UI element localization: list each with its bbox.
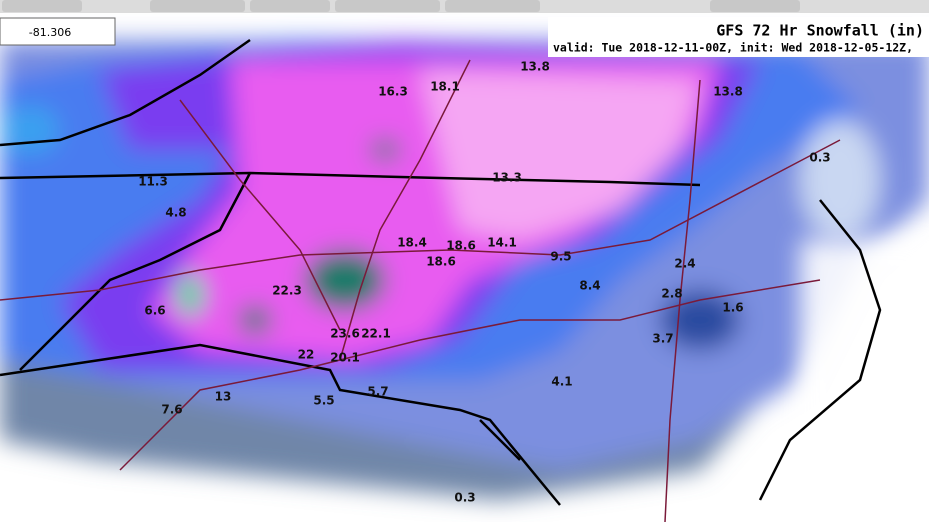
snowfall-label: 18.6 xyxy=(446,239,476,253)
snowfall-label: 2.4 xyxy=(674,257,695,271)
tab[interactable] xyxy=(150,0,245,12)
roads xyxy=(0,59,841,522)
snowfall-label: 9.5 xyxy=(550,250,571,264)
title-box xyxy=(548,17,929,57)
tab[interactable] xyxy=(710,0,800,12)
snowfall-label: 22 xyxy=(298,348,315,362)
snowfall-label: 3.7 xyxy=(652,332,673,346)
tab[interactable] xyxy=(335,0,440,12)
snowfall-label: 18.1 xyxy=(430,80,460,94)
snowfall-label: 8.4 xyxy=(579,279,600,293)
snowfall-label: 13.8 xyxy=(520,60,550,74)
snowfall-label: 23.6 xyxy=(330,327,360,341)
snowfall-label: 22.1 xyxy=(361,327,391,341)
snowfall-label: 13.3 xyxy=(492,171,522,185)
tab[interactable] xyxy=(250,0,330,12)
snowfall-label: 0.3 xyxy=(809,151,830,165)
snowfall-label: 18.4 xyxy=(397,236,427,250)
labels: 13.8 16.3 18.1 13.8 0.3 13.3 11.3 4.8 18.4 18.6 14… xyxy=(138,60,830,505)
snowfall-label: 18.6 xyxy=(426,255,456,269)
snowfall-label: 4.8 xyxy=(165,206,186,220)
snowfall-label: 7.6 xyxy=(161,403,182,417)
coordinate-box xyxy=(0,17,116,46)
snowfall-label: 16.3 xyxy=(378,85,408,99)
tab[interactable] xyxy=(445,0,540,12)
snowfall-label: 22.3 xyxy=(272,284,302,298)
toolbar xyxy=(0,0,929,13)
snowfall-label: 6.6 xyxy=(144,304,165,318)
snowfall-label: 11.3 xyxy=(138,175,168,189)
snowfall-label: 1.6 xyxy=(722,301,743,315)
snowfall-label: 5.7 xyxy=(367,385,388,399)
snowfall-label: 2.8 xyxy=(661,287,682,301)
snowfall-label: 0.3 xyxy=(454,491,475,505)
snowfall-label: 4.1 xyxy=(551,375,572,389)
snowfall-label: 20.1 xyxy=(330,351,360,365)
title: GFS 72 Hr Snowfall (in) xyxy=(716,22,924,40)
snowfall-label: 13.8 xyxy=(713,85,743,99)
snowfall-label: 13 xyxy=(215,390,232,404)
coordinate: -81.306 xyxy=(29,26,71,39)
snowfall-label: 14.1 xyxy=(487,236,517,250)
subtitle: valid: Tue 2018-12-11-00Z, init: Wed 201… xyxy=(553,41,913,55)
snowfall-label: 5.5 xyxy=(313,394,334,408)
tab[interactable] xyxy=(2,0,82,12)
borders xyxy=(0,38,882,506)
